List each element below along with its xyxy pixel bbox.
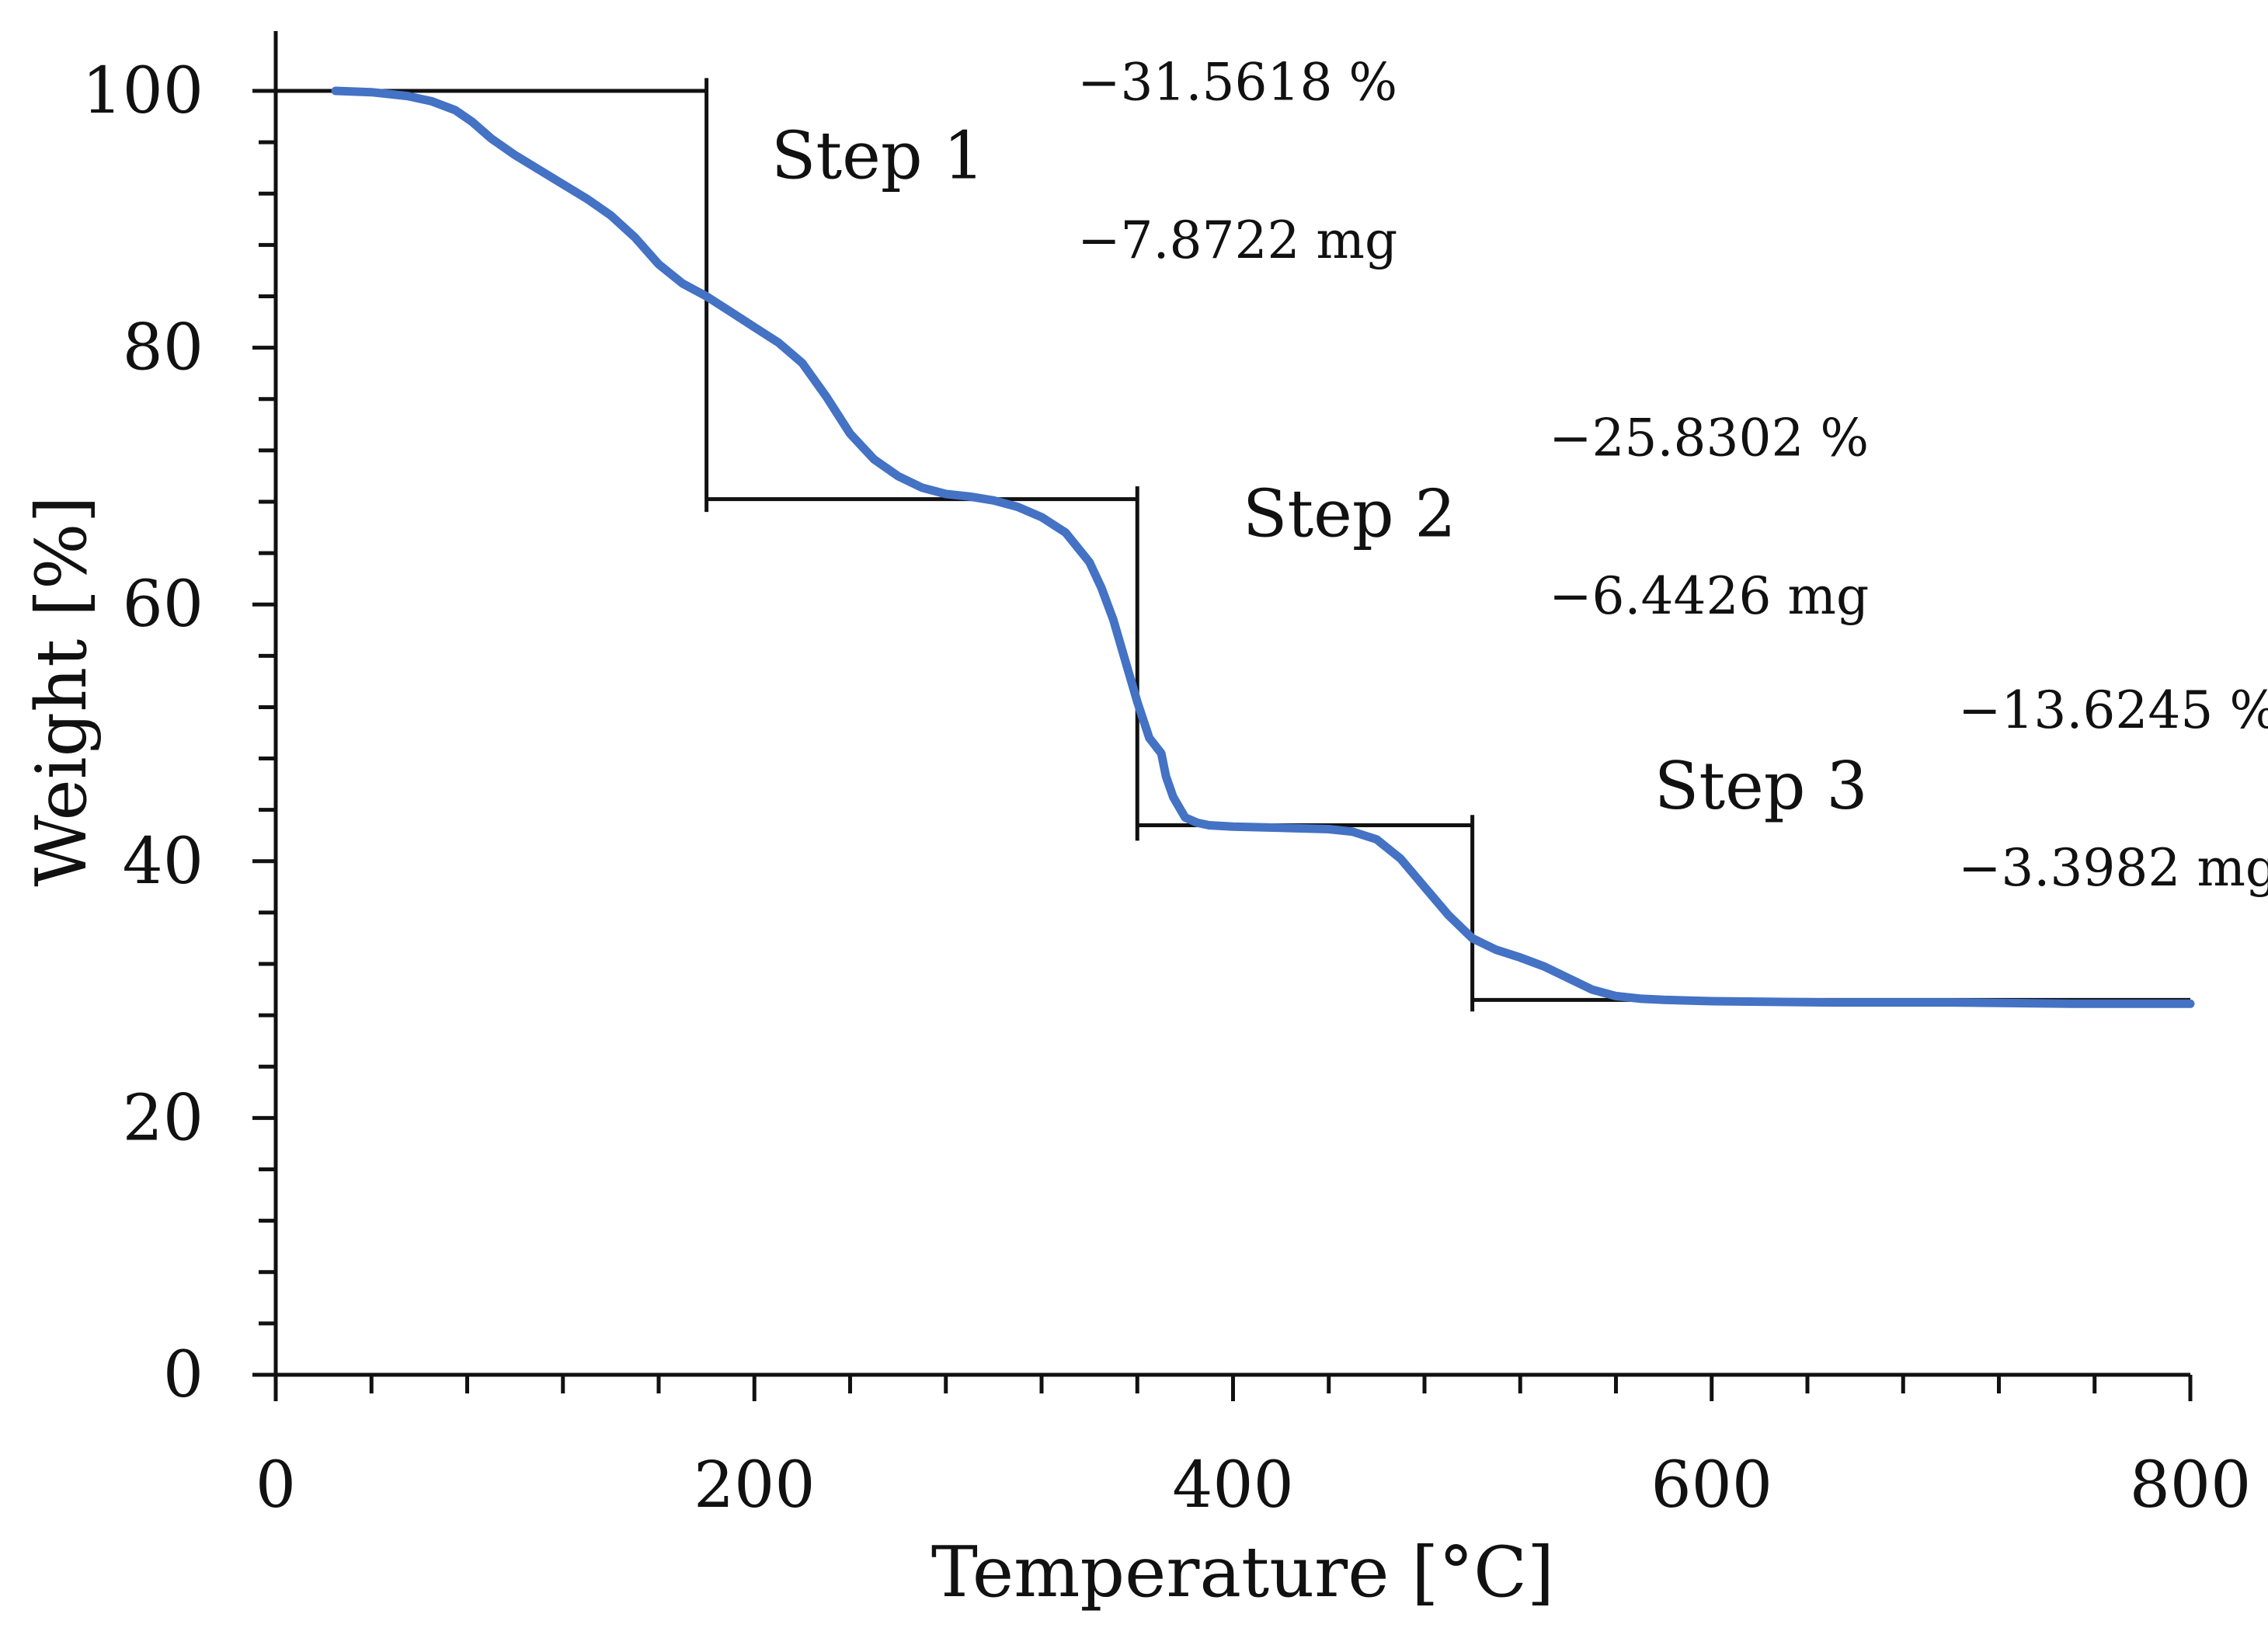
step-mass-loss: −7.8722 mg xyxy=(1077,210,1397,270)
y-tick-label: 40 xyxy=(123,825,203,899)
y-tick-label: 100 xyxy=(82,54,203,128)
x-tick-label: 200 xyxy=(694,1449,816,1522)
annotations: Step 1 −31.5618 % −7.8722 mg Step 2 −25.8302… xyxy=(771,53,2268,899)
x-tick-label: 800 xyxy=(2130,1449,2252,1522)
step-percent-loss: −25.8302 % xyxy=(1549,408,1869,468)
y-tick-label: 20 xyxy=(123,1081,203,1155)
step-label: Step 2 xyxy=(1243,476,1456,552)
step-percent-loss: −13.6245 % xyxy=(1958,680,2268,740)
y-tick-label: 0 xyxy=(163,1338,203,1412)
x-tick-label: 0 xyxy=(256,1449,296,1522)
x-tick-label: 600 xyxy=(1651,1449,1772,1522)
step-label: Step 1 xyxy=(771,117,985,193)
series-line-weight xyxy=(331,86,2195,1008)
step-mass-loss: −3.3982 mg xyxy=(1958,838,2268,898)
x-tick-label: 400 xyxy=(1172,1449,1294,1522)
axis-ticks: 0 200 400 600 800 0 20 40 60 80 100 xyxy=(82,54,2251,1522)
step-mass-loss: −6.4426 mg xyxy=(1549,566,1869,626)
x-axis-title: Temperature [°C] xyxy=(931,1532,1554,1613)
y-tick-label: 60 xyxy=(123,568,203,642)
y-tick-label: 80 xyxy=(123,311,203,385)
step-percent-loss: −31.5618 % xyxy=(1077,53,1397,113)
step-label: Step 3 xyxy=(1654,748,1868,824)
series-layer xyxy=(331,86,2195,1008)
y-axis-title: Weight [%] xyxy=(21,496,103,886)
